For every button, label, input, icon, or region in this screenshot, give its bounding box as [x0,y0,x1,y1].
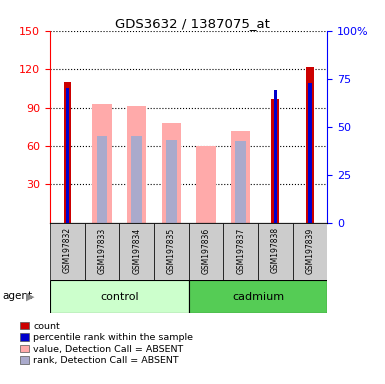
Bar [231,131,250,223]
Bar [273,90,277,223]
Bar [65,88,69,223]
Text: GSM197832: GSM197832 [63,227,72,273]
Text: GSM197838: GSM197838 [271,227,280,273]
Text: GSM197833: GSM197833 [97,227,107,273]
Text: GSM197834: GSM197834 [132,227,141,273]
Bar [223,223,258,280]
Bar [154,223,189,280]
Text: GSM197837: GSM197837 [236,227,245,273]
Bar [119,223,154,280]
Text: GSM197836: GSM197836 [201,227,211,273]
Text: GSM197835: GSM197835 [167,227,176,273]
Bar [196,146,216,223]
Bar [235,141,246,223]
Text: GSM197839: GSM197839 [305,227,315,273]
Bar [258,223,293,280]
Text: control: control [100,291,139,302]
Bar [50,223,85,280]
Bar [85,223,119,280]
Bar [50,280,189,313]
Bar [64,82,71,223]
Bar [271,99,279,223]
Legend: count, percentile rank within the sample, value, Detection Call = ABSENT, rank, : count, percentile rank within the sample… [20,321,193,365]
Bar [189,223,223,280]
Text: cadmium: cadmium [232,291,284,302]
Text: GDS3632 / 1387075_at: GDS3632 / 1387075_at [115,17,270,30]
Bar [308,83,311,223]
Bar [306,66,314,223]
Text: agent: agent [2,291,32,301]
Bar [131,136,142,223]
Bar [127,106,146,223]
Bar [92,104,112,223]
Bar [166,139,177,223]
Bar [162,123,181,223]
Bar [293,223,327,280]
Bar [97,136,107,223]
Text: ▶: ▶ [26,291,35,301]
Bar [189,280,327,313]
